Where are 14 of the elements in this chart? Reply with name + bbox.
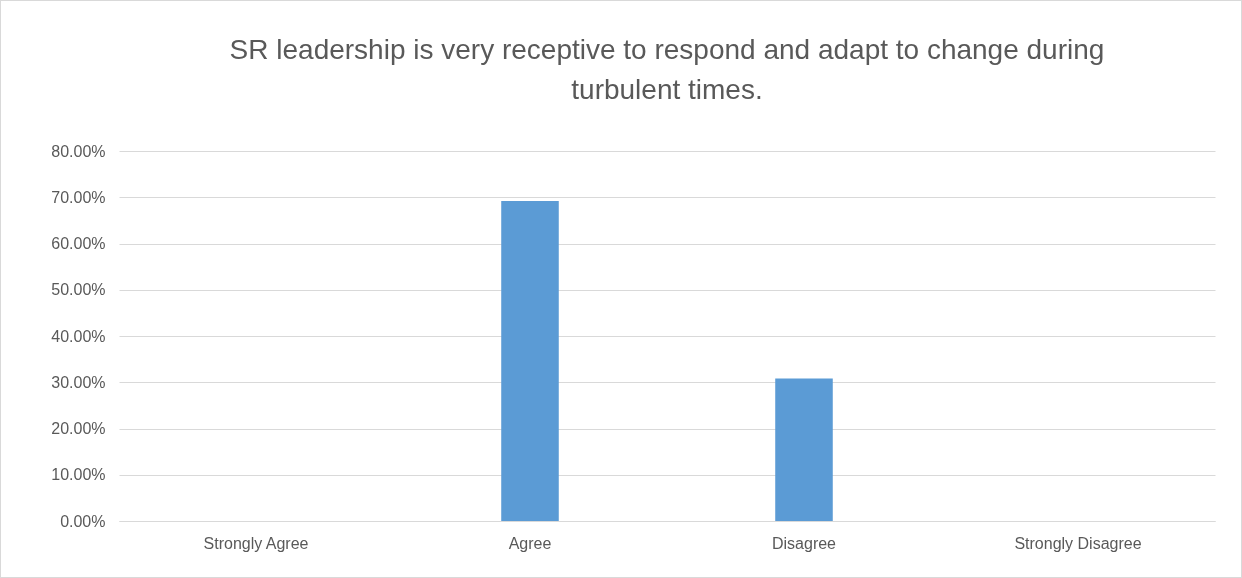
x-tick-label: Disagree: [771, 534, 837, 552]
y-tick-label: 10.00%: [51, 466, 106, 484]
y-tick-label: 60.00%: [51, 235, 106, 252]
y-tick-label: 70.00%: [51, 188, 106, 206]
y-tick-label: 30.00%: [51, 373, 106, 391]
x-tick-label: Strongly Agree: [203, 534, 309, 552]
y-tick-label: 0.00%: [60, 512, 106, 530]
y-tick-label: 80.00%: [51, 142, 106, 160]
y-tick-label: 40.00%: [51, 327, 106, 345]
y-tick-label: 50.00%: [51, 281, 106, 299]
y-tick-label: 20.00%: [51, 420, 106, 437]
chart-title: SR leadership is very receptive to respond and adapt to change during turbulent times.: [229, 34, 1105, 105]
x-tick-label: Strongly Disagree: [1014, 534, 1142, 552]
x-tick-label: Agree: [508, 534, 552, 552]
